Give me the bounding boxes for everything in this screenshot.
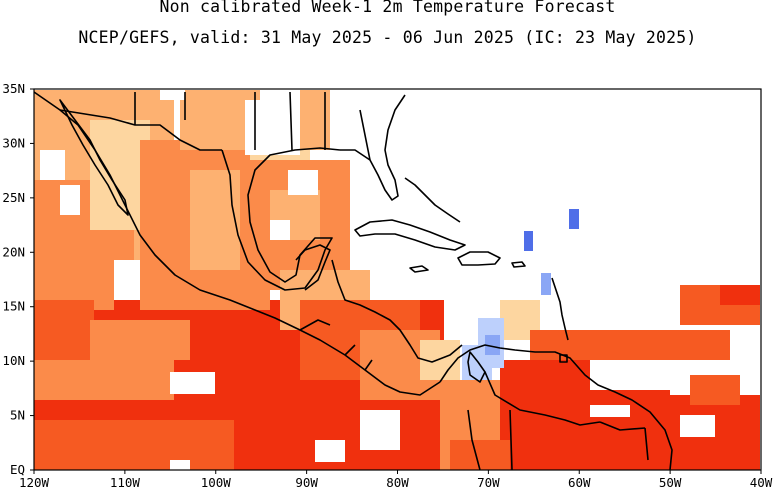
lon-tick-label: 100W bbox=[201, 475, 232, 490]
lat-tick-label: 15N bbox=[2, 299, 25, 314]
field-gap bbox=[270, 220, 290, 240]
field-gap bbox=[590, 405, 630, 417]
field-patch bbox=[541, 273, 551, 295]
lat-tick-label: 20N bbox=[2, 244, 25, 259]
field-gap bbox=[170, 460, 190, 470]
lon-tick-label: 70W bbox=[477, 475, 500, 490]
field-gap bbox=[40, 150, 65, 180]
field-gap bbox=[170, 372, 215, 394]
field-patch bbox=[450, 440, 510, 470]
map-title: Non calibrated Week-1 2m Temperature For… bbox=[159, 0, 616, 16]
field-patch bbox=[485, 335, 500, 355]
coast-cuba bbox=[354, 219, 466, 251]
field-patch bbox=[569, 209, 579, 229]
coast-lake-maracaibo bbox=[467, 351, 486, 383]
border-south-america bbox=[467, 371, 649, 471]
lat-tick-label: 25N bbox=[2, 190, 25, 205]
coast-jamaica bbox=[409, 265, 429, 273]
field-patch bbox=[34, 420, 234, 470]
field-patch bbox=[690, 375, 740, 405]
coast-hispaniola bbox=[457, 251, 501, 266]
lon-tick-label: 80W bbox=[386, 475, 409, 490]
lon-tick-label: 110W bbox=[110, 475, 141, 490]
border-central-america bbox=[299, 319, 373, 371]
field-gap bbox=[288, 170, 318, 195]
axis-ticks bbox=[30, 88, 762, 474]
field-patch bbox=[34, 360, 174, 400]
lon-tick-label: 120W bbox=[19, 475, 50, 490]
lon-tick-label: 40W bbox=[750, 475, 773, 490]
field-patch bbox=[90, 320, 190, 360]
field-patch bbox=[720, 285, 760, 305]
coast-central-america-east bbox=[331, 259, 463, 363]
lat-tick-label: 30N bbox=[2, 135, 25, 150]
coast-baja-california bbox=[59, 99, 129, 216]
field-patch bbox=[34, 300, 94, 360]
lat-tick-label: 10N bbox=[2, 353, 25, 368]
field-gap bbox=[60, 185, 80, 215]
border-us-mexico bbox=[59, 109, 222, 151]
map-subtitle: NCEP/GEFS, valid: 31 May 2025 - 06 Jun 2… bbox=[78, 28, 697, 47]
coast-lesser-antilles bbox=[551, 277, 569, 341]
field-gap bbox=[315, 440, 345, 462]
lon-tick-label: 90W bbox=[295, 475, 318, 490]
lat-tick-label: EQ bbox=[10, 462, 25, 477]
coast-trinidad bbox=[559, 354, 568, 363]
coast-bahamas bbox=[404, 177, 461, 223]
field-patch bbox=[524, 231, 533, 251]
lon-tick-label: 60W bbox=[568, 475, 591, 490]
field-gap bbox=[740, 373, 760, 393]
border-us-states bbox=[134, 91, 371, 161]
lat-tick-label: 5N bbox=[10, 408, 25, 423]
lon-tick-label: 50W bbox=[659, 475, 682, 490]
lat-tick-label: 35N bbox=[2, 81, 25, 96]
field-gap bbox=[680, 415, 715, 437]
field-gap bbox=[360, 410, 400, 450]
field-gap bbox=[160, 90, 185, 100]
axis-labels: 120W 110W 100W 90W 80W 70W 60W 50W 40W EQ 5N 10N 15N… bbox=[2, 81, 772, 490]
coast-gulf-of-mexico bbox=[221, 147, 341, 291]
coast-puerto-rico bbox=[511, 261, 526, 268]
coastlines bbox=[33, 91, 673, 471]
temperature-field bbox=[34, 90, 760, 470]
coast-yucatan bbox=[295, 244, 331, 291]
